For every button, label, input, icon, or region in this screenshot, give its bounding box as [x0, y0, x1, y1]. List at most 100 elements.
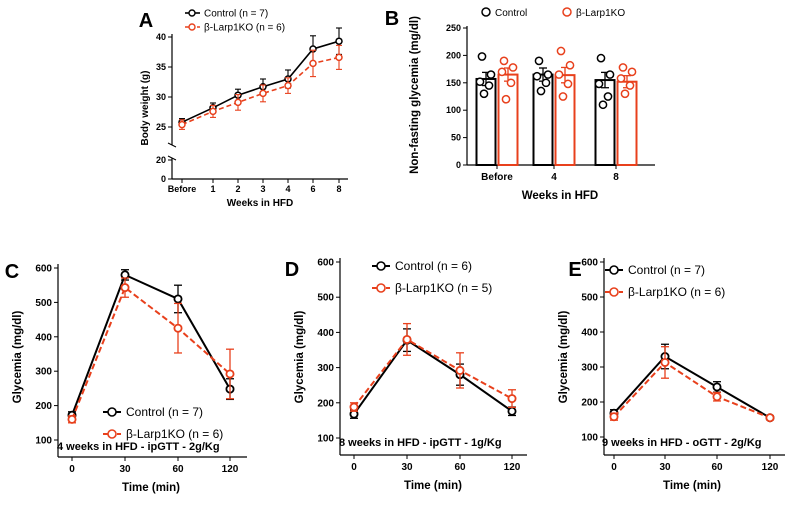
y-tick-label: 100: [35, 436, 52, 447]
y-tick-label: 500: [35, 298, 52, 309]
x-tick-label: 120: [222, 464, 239, 475]
y-axis-label: Body weight (g): [140, 71, 151, 146]
series-line: [613, 361, 771, 419]
x-tick-label: 1: [210, 184, 215, 194]
x-axis-label: Weeks in HFD: [522, 190, 598, 202]
x-tick-label: 120: [504, 462, 521, 473]
x-tick-label: 60: [711, 462, 723, 473]
panel-letter-e: E: [568, 259, 581, 281]
data-point: [259, 89, 267, 98]
data-point: [309, 59, 317, 68]
data-point: [475, 77, 485, 87]
x-tick-label: 0: [351, 462, 357, 473]
data-point: [486, 70, 496, 79]
x-tick-label: 120: [762, 462, 779, 473]
y-tick-label: 300: [317, 363, 334, 374]
x-tick-label: 0: [611, 462, 617, 473]
data-point: [618, 63, 628, 72]
legend-label: Control (n = 6): [395, 259, 472, 273]
y-tick-label: 250: [446, 23, 461, 33]
data-point: [499, 56, 509, 66]
data-point: [284, 81, 292, 90]
data-point: [507, 394, 517, 404]
data-point: [120, 283, 130, 293]
series-control: Control: [475, 7, 616, 166]
data-point: [335, 37, 343, 45]
data-point: [234, 98, 242, 107]
series-ko: β-Larp1KO: [497, 7, 638, 166]
legend-label: Control (n = 7): [204, 9, 268, 20]
y-tick-label: 35: [156, 62, 166, 72]
legend-marker: [481, 7, 491, 17]
y-tick-label: 50: [451, 133, 461, 143]
legend-label: Control (n = 7): [628, 263, 705, 277]
data-point: [712, 382, 722, 392]
legend-marker: [609, 287, 619, 297]
bar: [497, 73, 519, 166]
data-point: [507, 406, 517, 416]
data-point: [627, 67, 637, 77]
data-point: [712, 392, 722, 402]
y-tick-label: 100: [446, 105, 461, 115]
x-tick-label: 30: [659, 462, 671, 473]
x-tick-label: Before: [481, 172, 513, 183]
y-tick-label: 150: [446, 78, 461, 88]
legend-marker: [188, 23, 196, 31]
y-tick-label: 200: [446, 50, 461, 60]
data-point: [477, 52, 487, 61]
legend-label: β-Larp1KO (n = 6): [204, 23, 285, 34]
legend-marker: [188, 9, 196, 17]
legend-label: Control: [495, 8, 527, 19]
x-tick-label: 8: [613, 172, 619, 183]
bar: [554, 74, 576, 166]
data-point: [609, 412, 619, 422]
y-tick-label: 400: [317, 328, 334, 339]
x-axis-label: Weeks in HFD: [227, 198, 294, 209]
y-axis-label: Glycemia (mg/dl): [558, 311, 570, 404]
y-tick-label: 400: [581, 328, 598, 339]
y-tick-label: 400: [35, 332, 52, 343]
y-tick-label: 20: [156, 155, 166, 165]
series-line: [353, 338, 513, 408]
data-point: [209, 107, 217, 116]
data-point: [616, 74, 626, 83]
data-point: [605, 70, 615, 79]
y-tick-label: 200: [35, 401, 52, 412]
legend-label: β-Larp1KO (n = 6): [628, 285, 725, 299]
x-tick-label: 3: [260, 184, 265, 194]
y-axis-label: Non-fasting glycemia (mg/dl): [409, 16, 421, 174]
x-tick-label: 6: [310, 184, 315, 194]
data-point: [563, 79, 573, 89]
x-axis-label: Time (min): [122, 482, 180, 494]
y-tick-label: 200: [581, 398, 598, 409]
data-point: [534, 56, 544, 66]
legend-marker: [376, 283, 386, 293]
series-ko: β-Larp1KO (n = 6): [178, 23, 343, 130]
bar: [594, 79, 616, 166]
panel-annotation: 4 weeks in HFD - ipGTT - 2g/Kg: [57, 441, 220, 453]
data-point: [67, 414, 77, 424]
x-tick-label: 0: [69, 464, 75, 475]
legend-label: β-Larp1KO: [576, 8, 625, 19]
series-ko: β-Larp1KO (n = 6): [605, 285, 775, 423]
panel-b: B 0 50 100 150 200 250 Before 4 8 Weeks in HFD Non-…: [385, 7, 655, 202]
legend-label: β-Larp1KO (n = 5): [395, 281, 492, 295]
panel-annotation: 8 weeks in HFD - ipGTT - 1g/Kg: [339, 437, 502, 449]
axis-break-mark: [167, 142, 177, 148]
data-point: [173, 323, 183, 333]
axis-break-mark: [167, 155, 177, 161]
y-tick-label: 30: [156, 92, 166, 102]
series-line: [353, 338, 513, 415]
legend-marker: [562, 7, 572, 17]
data-point: [484, 81, 494, 90]
data-point: [594, 79, 604, 89]
data-point: [536, 86, 546, 96]
y-tick-label: 40: [156, 32, 166, 42]
data-point: [543, 70, 553, 79]
data-point: [532, 71, 542, 81]
y-tick-label: 300: [35, 367, 52, 378]
data-point: [178, 120, 186, 129]
data-point: [660, 357, 670, 367]
panel-letter-c: C: [5, 261, 19, 283]
